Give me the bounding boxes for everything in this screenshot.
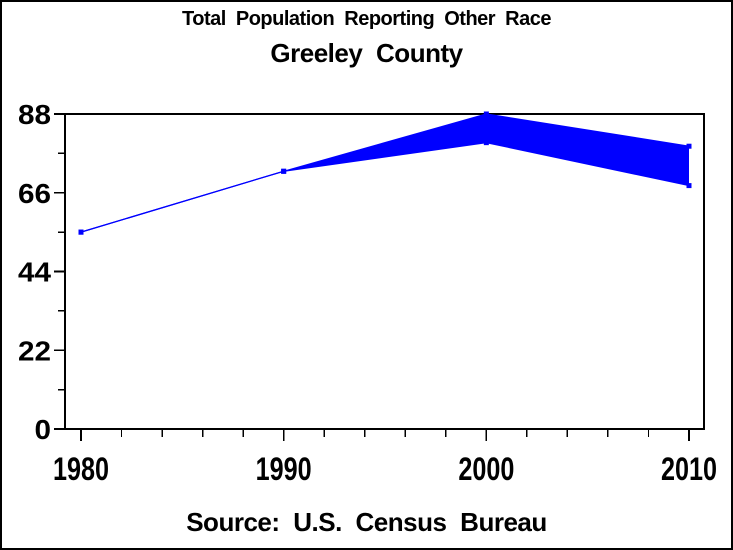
source-caption: Source: U.S. Census Bureau xyxy=(186,507,547,537)
y-tick-label: 44 xyxy=(18,257,51,288)
x-tick-label: 1980 xyxy=(53,451,109,487)
chart-subtitle: Greeley County xyxy=(270,38,463,68)
x-tick-label: 1990 xyxy=(256,451,312,487)
chart-title: Total Population Reporting Other Race xyxy=(182,8,551,30)
data-point-marker xyxy=(483,140,489,146)
x-tick-label: 2010 xyxy=(661,451,717,487)
y-tick-label: 88 xyxy=(18,99,51,130)
y-tick-label: 22 xyxy=(18,335,51,366)
y-tick-label: 66 xyxy=(18,178,51,209)
lower-series-line xyxy=(80,142,690,233)
data-point-marker xyxy=(686,183,692,189)
upper-series-line xyxy=(80,113,690,233)
y-tick-label: 0 xyxy=(35,414,52,445)
data-point-marker xyxy=(483,111,489,117)
x-tick-label: 2000 xyxy=(458,451,514,487)
data-point-marker xyxy=(686,143,692,149)
data-point-marker xyxy=(78,229,84,235)
data-point-marker xyxy=(281,168,287,174)
band-area xyxy=(81,114,689,233)
